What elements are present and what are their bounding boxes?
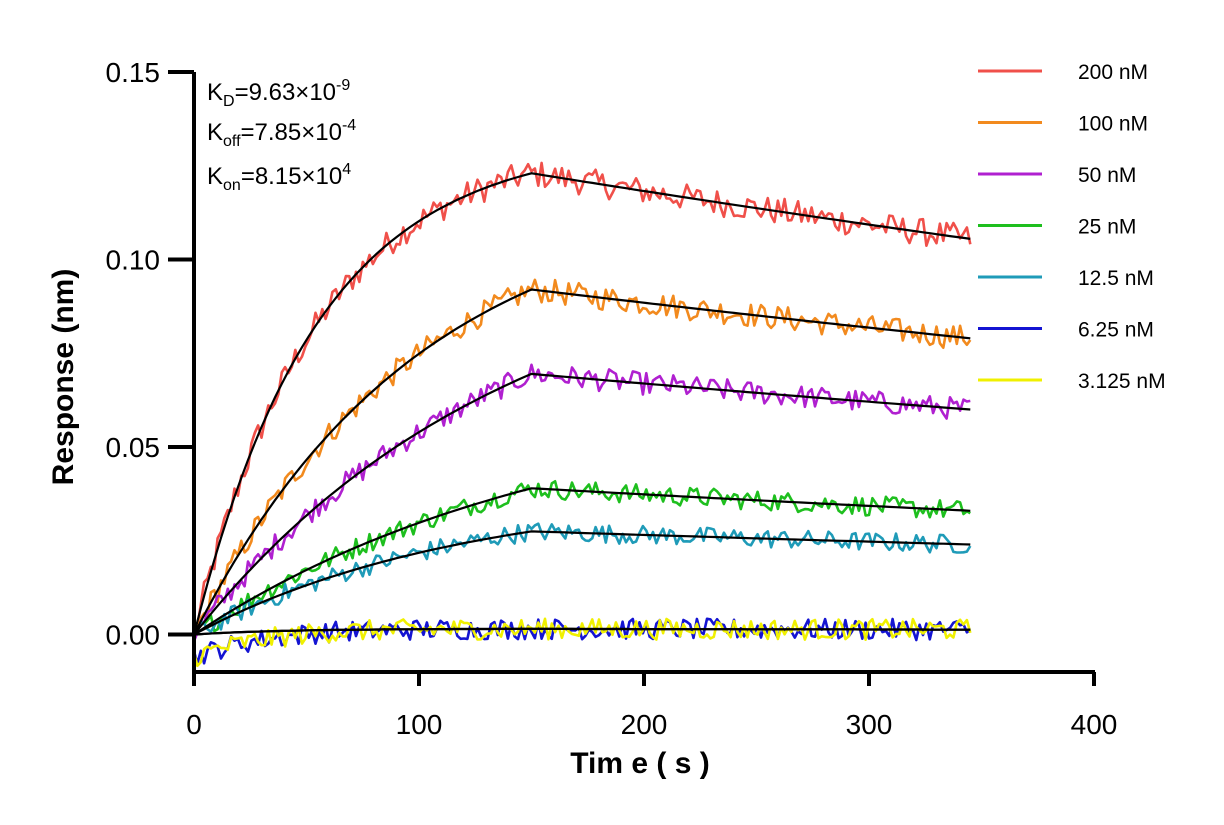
- legend-label: 6.25 nM: [1078, 319, 1154, 342]
- x-tick-label: 300: [846, 709, 893, 740]
- y-tick-label: 0.05: [106, 432, 161, 463]
- series-line-100-nM: [193, 278, 972, 629]
- legend-label: 25 nM: [1078, 216, 1136, 239]
- fit-line-100-nM: [193, 288, 971, 636]
- y-tick-label: 0.10: [106, 245, 161, 276]
- legend-label: 200 nM: [1078, 61, 1148, 84]
- series-line-50-nM: [192, 363, 971, 642]
- series-line-25-nM: [193, 479, 971, 634]
- kd-annotation: KD=9.63×10-9: [207, 77, 350, 110]
- x-tick-label: 0: [186, 709, 202, 740]
- x-axis-title: Tim e ( s ): [570, 747, 709, 780]
- x-tick-label: 200: [621, 709, 668, 740]
- series-line-12-5-nM: [193, 522, 972, 634]
- series-line-200-nM: [193, 161, 972, 632]
- x-tick-label: 400: [1071, 709, 1118, 740]
- kinetic-constants: KD=9.63×10-9 Koff=7.85×10-4 Kon=8.15×104: [207, 77, 356, 194]
- koff-annotation: Koff=7.85×10-4: [207, 117, 356, 150]
- legend-label: 100 nM: [1078, 113, 1148, 136]
- x-tick-label: 100: [396, 709, 443, 740]
- series-line-3-125-nM: [192, 617, 972, 668]
- y-tick-label: 0.15: [106, 57, 161, 88]
- y-tick-label: 0.00: [106, 620, 161, 651]
- plot-data-layer: [192, 161, 972, 668]
- legend-label: 50 nM: [1078, 164, 1136, 187]
- legend-label: 3.125 nM: [1078, 370, 1166, 393]
- fit-line-200-nM: [192, 172, 971, 635]
- fit-line-3-125-nM: [193, 627, 971, 636]
- fit-line-25-nM: [193, 487, 971, 636]
- y-axis-title: Response (nm): [47, 269, 80, 486]
- kon-annotation: Kon=8.15×104: [207, 161, 351, 194]
- fit-line-12-5-nM: [193, 530, 971, 636]
- ticks: 0 100 200 300 400 0.00 0.05 0.10 0.15: [106, 57, 1118, 740]
- fit-line-50-nM: [193, 372, 971, 636]
- axes: [192, 72, 1095, 674]
- legend-label: 12.5 nM: [1078, 267, 1154, 290]
- legend: 200 nM 100 nM 50 nM 25 nM 12.5 nM 6.25 nM 3.12…: [978, 61, 1166, 393]
